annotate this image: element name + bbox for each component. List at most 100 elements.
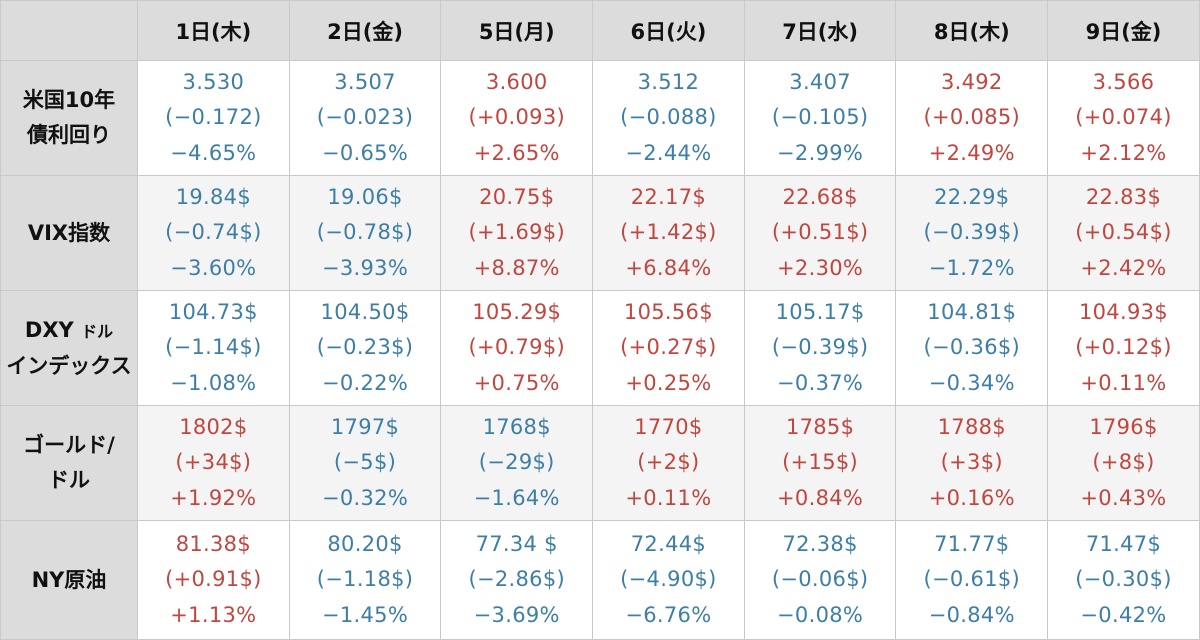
change-percent: +6.84% xyxy=(625,255,712,280)
change-percent: −0.65% xyxy=(321,140,409,165)
day-header: 6日(火) xyxy=(592,0,745,61)
value-cell: 3.566 (+0.074) +2.12% xyxy=(1047,60,1200,176)
value-cell: 1796$ (+8$) +0.43% xyxy=(1047,405,1200,521)
price-value: 105.17$ xyxy=(775,299,865,324)
row-label-line: DXY ドル xyxy=(1,313,137,349)
row-label: ゴールド/ ドル xyxy=(0,405,138,521)
value-cell: 22.68$ (+0.51$) +2.30% xyxy=(743,175,897,291)
change-value: (−4.90$) xyxy=(620,567,717,592)
value-cell: 1797$ (−5$) −0.32% xyxy=(288,405,442,521)
row-label-word: DXY xyxy=(24,317,74,342)
row-label: 米国10年 債利回り xyxy=(0,60,138,176)
price-value: 1802$ xyxy=(179,414,248,439)
change-percent: +2.49% xyxy=(928,140,1015,165)
value-cell: 104.93$ (+0.12$) +0.11% xyxy=(1047,290,1200,406)
change-percent: −1.72% xyxy=(928,255,1015,280)
change-value: (−5$) xyxy=(333,450,397,475)
day-header: 5日(月) xyxy=(440,0,594,61)
value-cell: 22.17$ (+1.42$) +6.84% xyxy=(592,175,745,291)
price-value: 19.84$ xyxy=(175,184,251,209)
change-percent: +0.84% xyxy=(777,485,864,510)
row-ny-crude: NY原油 81.38$ (+0.91$) +1.13% 80.20$ (−1.18$)… xyxy=(0,520,1200,640)
change-value: (−0.172) xyxy=(165,105,262,130)
row-label: VIX指数 xyxy=(0,175,138,291)
change-value: (−0.39$) xyxy=(923,220,1021,245)
change-value: (−29$) xyxy=(478,450,555,475)
row-label-line: ゴールド/ xyxy=(23,433,115,457)
price-value: 22.68$ xyxy=(782,184,858,209)
value-cell: 3.512 (−0.088) −2.44% xyxy=(592,60,745,176)
price-value: 81.38$ xyxy=(175,531,251,556)
change-percent: −0.32% xyxy=(321,485,409,510)
change-percent: −0.42% xyxy=(1080,602,1167,627)
change-value: (−0.23$) xyxy=(316,335,414,360)
change-value: (−1.18$) xyxy=(316,567,414,592)
price-value: 80.20$ xyxy=(327,531,403,556)
change-value: (+3$) xyxy=(940,450,1003,475)
price-value: 19.06$ xyxy=(327,184,403,209)
change-percent: +2.65% xyxy=(473,140,560,165)
price-value: 1788$ xyxy=(937,414,1006,439)
price-value: 104.81$ xyxy=(927,299,1017,324)
value-cell: 72.38$ (−0.06$) −0.08% xyxy=(743,520,897,640)
value-cell: 22.83$ (+0.54$) +2.42% xyxy=(1047,175,1200,291)
value-cell: 105.17$ (−0.39$) −0.37% xyxy=(743,290,897,406)
value-cell: 1802$ (+34$) +1.92% xyxy=(137,405,290,521)
row-dxy: DXY ドル インデックス 104.73$ (−1.14$) −1.08% 104.… xyxy=(0,290,1200,406)
value-cell: 3.492 (+0.085) +2.49% xyxy=(895,60,1049,176)
price-value: 3.600 xyxy=(485,69,548,94)
change-percent: −4.65% xyxy=(170,140,257,165)
value-cell: 104.50$ (−0.23$) −0.22% xyxy=(288,290,442,406)
price-value: 22.29$ xyxy=(934,184,1010,209)
value-cell: 105.56$ (+0.27$) +0.25% xyxy=(592,290,745,406)
day-header: 2日(金) xyxy=(288,0,442,61)
price-value: 1785$ xyxy=(785,414,855,439)
change-value: (+0.91$) xyxy=(165,567,262,592)
price-value: 77.34 $ xyxy=(475,531,558,556)
value-cell: 104.81$ (−0.36$) −0.34% xyxy=(895,290,1049,406)
change-percent: +0.43% xyxy=(1080,485,1167,510)
price-value: 1796$ xyxy=(1089,414,1158,439)
value-cell: 3.507 (−0.023) −0.65% xyxy=(288,60,442,176)
change-value: (−1.14$) xyxy=(165,335,262,360)
change-percent: +1.13% xyxy=(170,602,257,627)
day-header: 7日(水) xyxy=(743,0,897,61)
value-cell: 19.84$ (−0.74$) −3.60% xyxy=(137,175,290,291)
value-cell: 105.29$ (+0.79$) +0.75% xyxy=(440,290,594,406)
change-percent: −0.34% xyxy=(928,370,1015,395)
price-value: 104.50$ xyxy=(320,299,410,324)
change-percent: +0.11% xyxy=(625,485,712,510)
change-percent: −1.45% xyxy=(321,602,409,627)
row-label-line: NY原油 xyxy=(31,567,107,592)
change-percent: −1.64% xyxy=(473,485,560,510)
row-vix: VIX指数 19.84$ (−0.74$) −3.60% 19.06$ (−0.78$… xyxy=(0,175,1200,291)
row-label-line: 米国10年 xyxy=(22,88,116,112)
value-cell: 72.44$ (−4.90$) −6.76% xyxy=(592,520,745,640)
change-percent: −2.44% xyxy=(625,140,712,165)
day-header: 9日(金) xyxy=(1047,0,1200,61)
corner-cell xyxy=(0,0,138,61)
price-value: 105.29$ xyxy=(472,299,562,324)
day-header: 8日(木) xyxy=(895,0,1049,61)
price-value: 71.47$ xyxy=(1085,531,1162,556)
value-cell: 104.73$ (−1.14$) −1.08% xyxy=(137,290,290,406)
row-label-word: ドル xyxy=(81,321,114,341)
value-cell: 3.600 (+0.093) +2.65% xyxy=(440,60,594,176)
price-value: 22.17$ xyxy=(630,184,707,209)
change-value: (+1.69$) xyxy=(468,220,565,245)
change-value: (−0.36$) xyxy=(923,335,1021,360)
value-cell: 80.20$ (−1.18$) −1.45% xyxy=(288,520,442,640)
change-value: (−0.74$) xyxy=(165,220,262,245)
value-cell: 1785$ (+15$) +0.84% xyxy=(743,405,897,521)
change-value: (−0.023) xyxy=(316,105,414,130)
price-value: 104.73$ xyxy=(168,299,258,324)
change-value: (+0.093) xyxy=(468,105,565,130)
row-label-line: 債利回り xyxy=(27,123,111,147)
value-cell: 71.77$ (−0.61$) −0.84% xyxy=(895,520,1049,640)
change-value: (−2.86$) xyxy=(468,567,565,592)
change-percent: −0.08% xyxy=(777,602,864,627)
value-cell: 22.29$ (−0.39$) −1.72% xyxy=(895,175,1049,291)
change-percent: −0.84% xyxy=(928,602,1015,627)
price-value: 105.56$ xyxy=(623,299,713,324)
value-cell: 1768$ (−29$) −1.64% xyxy=(440,405,594,521)
